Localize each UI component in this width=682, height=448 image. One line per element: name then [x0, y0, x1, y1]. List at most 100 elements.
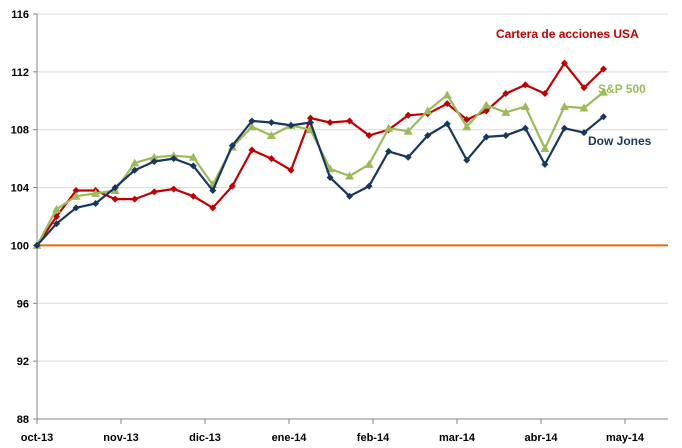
data-point-marker — [404, 111, 412, 119]
data-point-marker — [267, 155, 275, 163]
data-point-marker — [580, 84, 588, 92]
data-point-marker — [346, 117, 354, 125]
data-point-marker — [91, 188, 101, 197]
data-point-marker — [326, 173, 334, 181]
data-point-marker — [365, 182, 373, 190]
data-point-marker — [442, 90, 452, 99]
data-point-marker — [520, 102, 530, 111]
data-point-marker — [247, 122, 257, 131]
data-point-marker — [306, 114, 314, 122]
data-point-marker — [111, 195, 119, 203]
y-tick-label: 112 — [11, 67, 29, 79]
x-tick-label: dic-13 — [189, 432, 221, 444]
series-1 — [32, 87, 609, 249]
data-point-marker — [364, 159, 374, 168]
data-point-marker — [287, 166, 295, 174]
data-point-marker — [424, 132, 432, 139]
series-line — [36, 62, 605, 247]
x-tick-label: nov-13 — [103, 432, 138, 444]
data-point-marker — [33, 241, 41, 249]
series-layer — [32, 59, 609, 249]
data-point-marker — [443, 100, 451, 108]
data-point-marker — [521, 124, 529, 132]
data-point-marker — [189, 192, 197, 200]
data-point-marker — [521, 81, 529, 89]
x-tick-label: feb-14 — [357, 432, 390, 444]
data-point-marker — [72, 186, 80, 194]
data-point-marker — [92, 199, 100, 207]
data-point-marker — [150, 188, 158, 196]
data-point-marker — [267, 118, 275, 126]
data-point-marker — [248, 117, 256, 125]
data-point-marker — [150, 158, 158, 166]
data-point-marker — [189, 162, 197, 170]
data-point-marker — [52, 204, 62, 213]
data-point-marker — [385, 147, 393, 155]
y-tick-label: 100 — [11, 240, 29, 252]
data-point-marker — [384, 123, 394, 132]
data-point-marker — [502, 132, 510, 139]
y-tick-label: 108 — [11, 125, 29, 137]
y-tick-label: 96 — [17, 298, 29, 310]
y-tick-label: 88 — [17, 414, 29, 426]
data-point-marker — [326, 118, 334, 126]
series-0 — [33, 59, 608, 249]
data-point-marker — [463, 156, 471, 164]
data-point-marker — [53, 220, 61, 228]
data-point-marker — [131, 195, 139, 203]
data-point-marker — [131, 166, 139, 174]
data-point-marker — [209, 204, 217, 212]
series-label: S&P 500 — [598, 82, 646, 96]
data-point-marker — [111, 184, 119, 192]
data-point-marker — [599, 87, 609, 96]
y-tick-label: 104 — [11, 183, 30, 195]
data-point-marker — [345, 171, 355, 180]
data-point-marker — [580, 129, 588, 137]
data-point-marker — [248, 146, 256, 154]
data-point-marker — [209, 186, 217, 194]
data-point-marker — [579, 103, 589, 112]
data-point-marker — [188, 152, 198, 161]
data-point-marker — [71, 191, 81, 200]
data-point-marker — [463, 116, 471, 124]
data-point-marker — [170, 155, 178, 163]
y-tick-label: 92 — [17, 356, 29, 368]
data-point-marker — [559, 102, 569, 111]
data-point-marker — [228, 182, 236, 190]
series-line — [36, 91, 605, 246]
x-tick-label: may-14 — [606, 432, 645, 444]
data-point-marker — [600, 65, 608, 73]
data-point-marker — [72, 204, 80, 212]
data-point-marker — [560, 59, 568, 67]
data-point-marker — [149, 152, 159, 161]
data-point-marker — [423, 106, 433, 115]
x-tick-label: oct-13 — [21, 432, 53, 444]
series-line — [36, 115, 605, 247]
x-tick-label: abr-14 — [524, 432, 558, 444]
series-label: Cartera de acciones USA — [496, 27, 639, 41]
data-point-marker — [541, 90, 549, 98]
data-point-marker — [306, 118, 314, 126]
data-point-marker — [501, 107, 511, 116]
axes — [33, 13, 668, 424]
x-tick-label: ene-14 — [272, 432, 308, 444]
series-label: Dow Jones — [588, 134, 652, 148]
data-point-marker — [365, 132, 373, 139]
data-point-marker — [403, 126, 413, 135]
data-point-marker — [560, 124, 568, 132]
data-point-marker — [443, 120, 451, 128]
x-tick-label: mar-14 — [439, 432, 476, 444]
data-point-marker — [462, 122, 472, 131]
data-point-marker — [287, 121, 295, 129]
data-point-marker — [228, 142, 236, 150]
y-tick-label: 116 — [11, 9, 29, 21]
series-2 — [33, 113, 608, 249]
data-point-marker — [482, 133, 490, 141]
data-point-marker — [404, 153, 412, 161]
data-point-marker — [481, 100, 491, 109]
data-point-marker — [482, 107, 490, 115]
data-point-marker — [540, 144, 550, 153]
data-point-marker — [541, 160, 549, 168]
data-point-marker — [170, 185, 178, 193]
